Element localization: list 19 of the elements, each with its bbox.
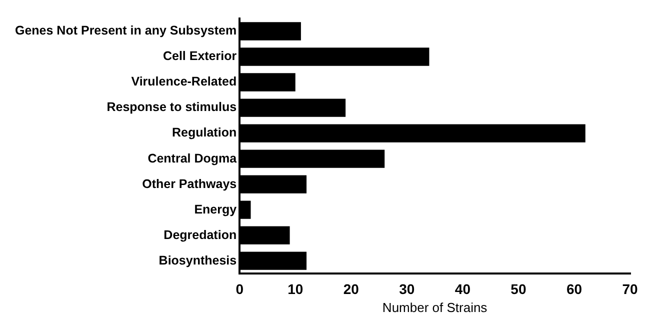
y-tick-label: Regulation (172, 126, 237, 140)
x-tick-label: 20 (343, 280, 360, 297)
y-tick-label: Energy (194, 202, 237, 216)
y-tick-label: Biosynthesis (158, 253, 237, 268)
y-tick-label: Degredation (164, 228, 237, 242)
y-tick-label: Genes Not Present in any Subsystem (14, 24, 237, 38)
x-tick-label: 0 (236, 280, 244, 297)
x-tick-label: 70 (622, 280, 638, 297)
x-tick-label: 50 (510, 280, 526, 297)
y-tick-label: Virulence-Related (131, 74, 237, 89)
x-axis-title: Number of Strains (382, 300, 488, 315)
x-tick-label: 60 (566, 280, 582, 297)
y-tick-label: Central Dogma (148, 151, 238, 166)
y-tick-label: Other Pathways (142, 176, 237, 191)
x-tick-label: 10 (288, 280, 304, 297)
x-tick-label: 30 (399, 280, 415, 297)
y-tick-label: Response to stimulus (106, 100, 237, 114)
x-tick-label: 40 (454, 280, 471, 297)
y-tick-label: Cell Exterior (162, 49, 237, 64)
